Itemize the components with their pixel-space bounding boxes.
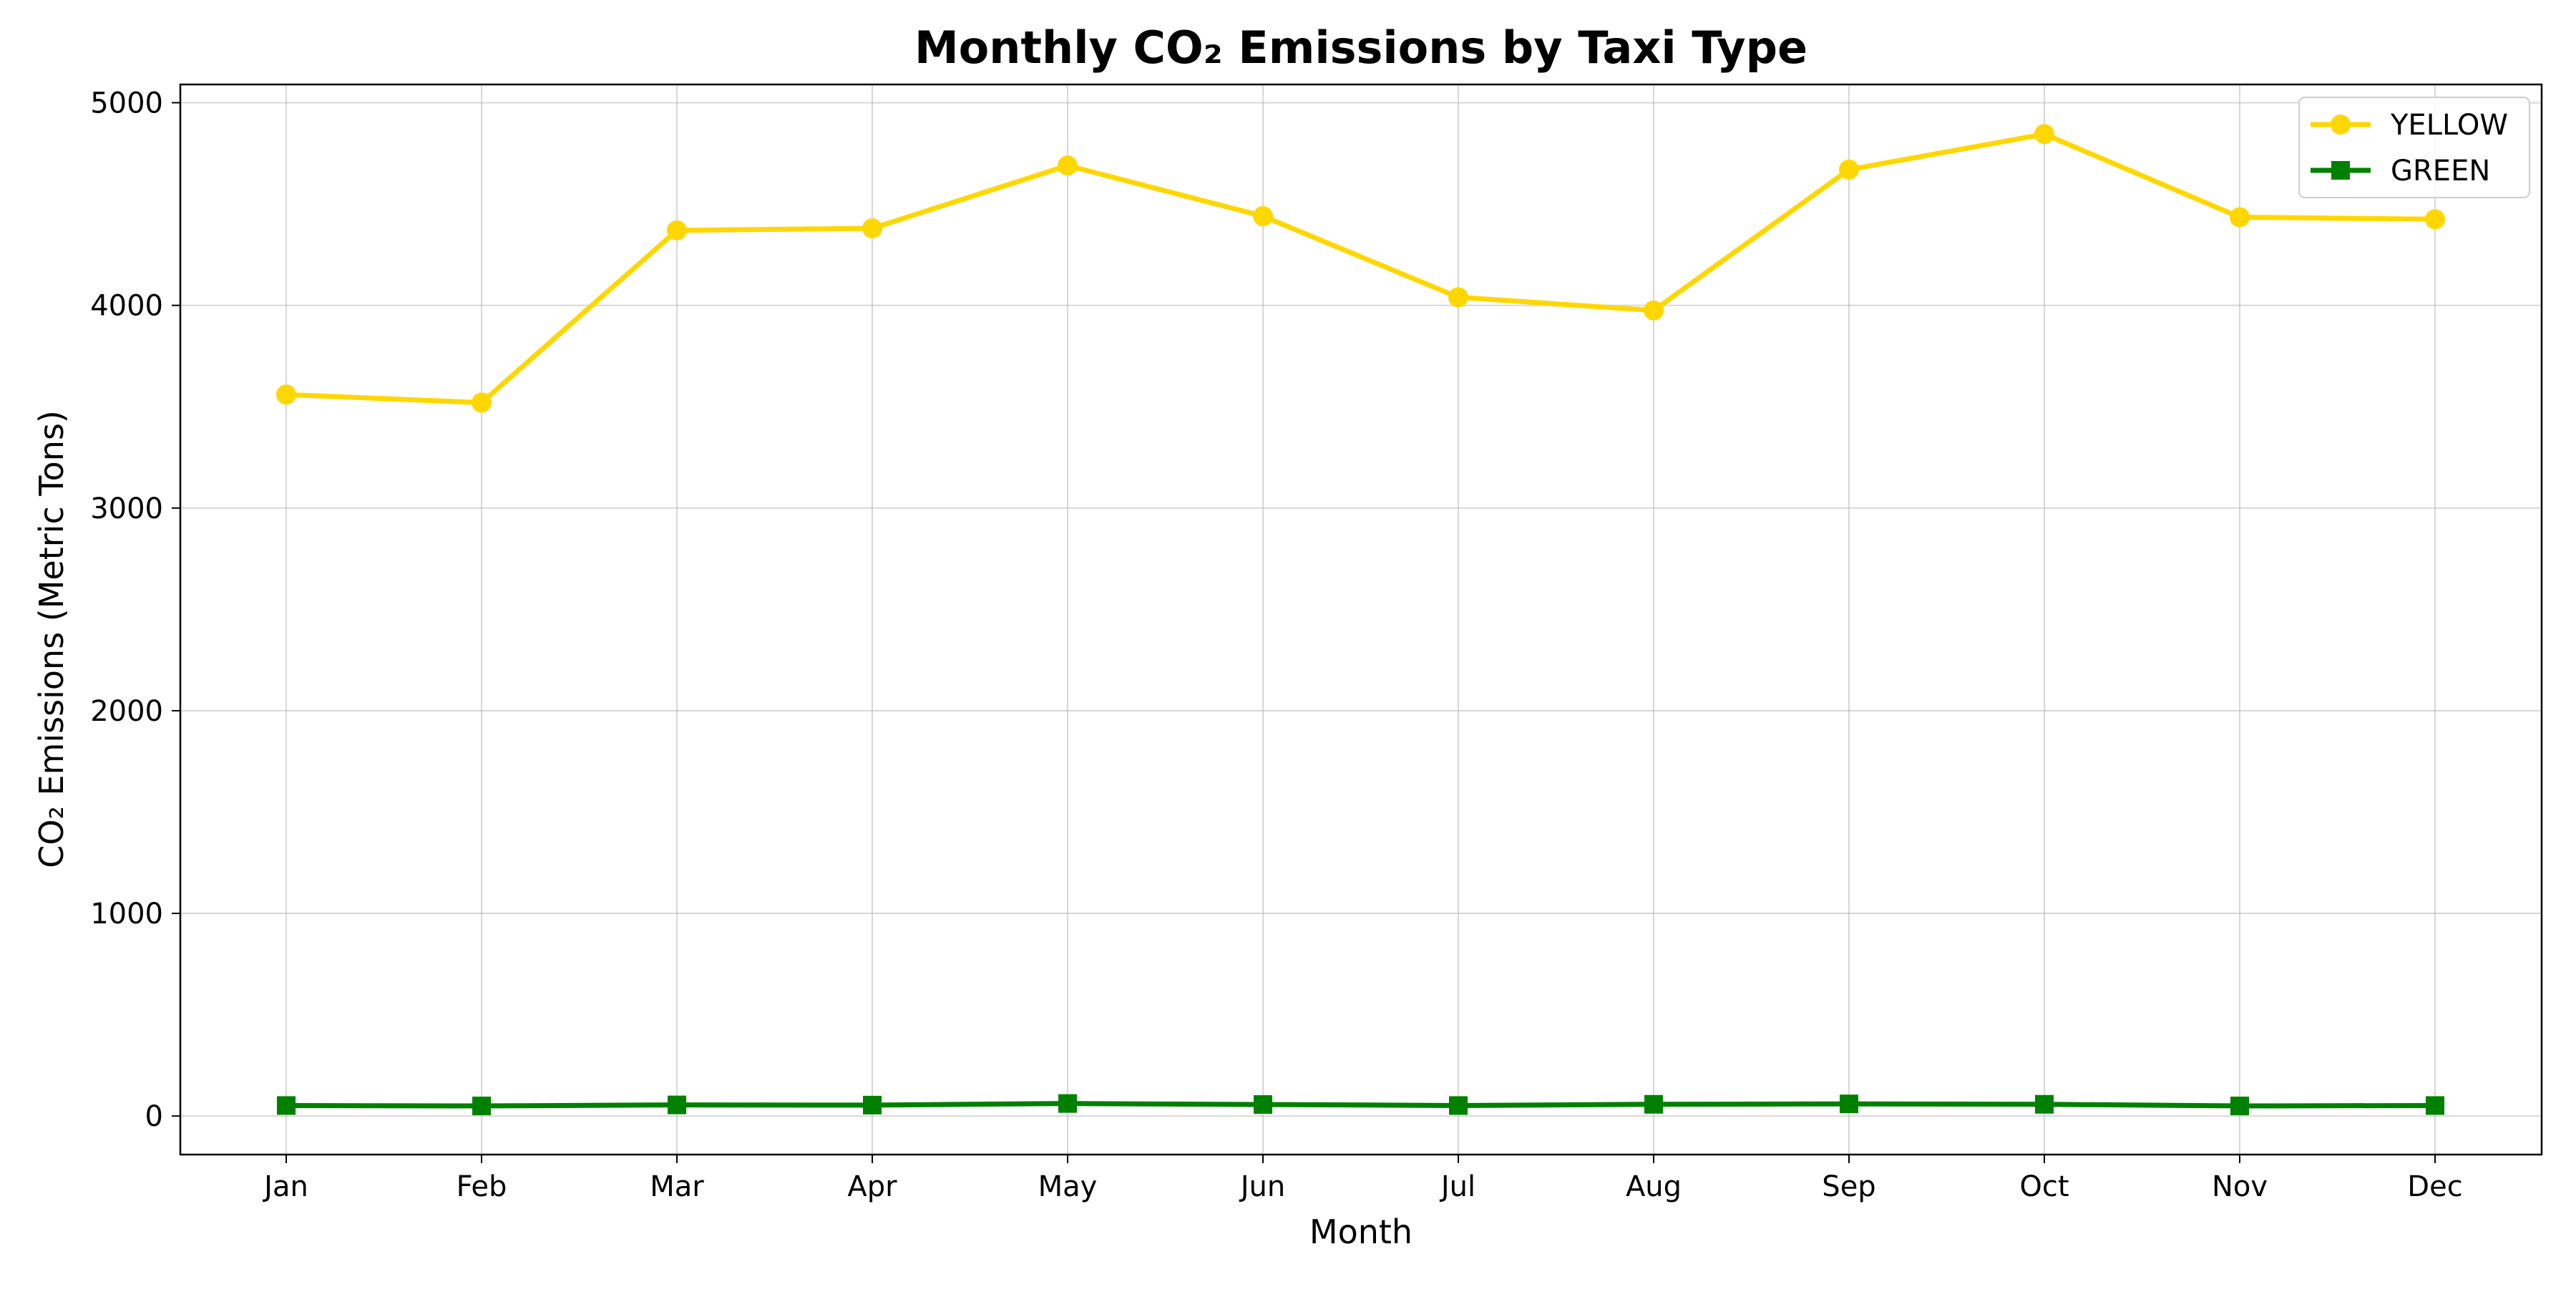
legend-label: GREEN: [2391, 155, 2490, 188]
y-tick-label: 5000: [90, 87, 163, 120]
series-layer: [276, 124, 2445, 1116]
y-tick-label: 3000: [90, 492, 163, 525]
data-point: [1840, 1094, 1858, 1114]
y-tick-label: 2000: [90, 695, 163, 728]
data-point: [1644, 300, 1664, 321]
x-tick-label: Apr: [847, 1170, 897, 1203]
y-tick-label: 0: [145, 1100, 163, 1133]
data-point: [2034, 124, 2054, 145]
x-tick-label: Jun: [1239, 1170, 1286, 1203]
x-tick-label: May: [1038, 1170, 1098, 1203]
legend-label: YELLOW: [2390, 109, 2508, 142]
x-tick-label: Nov: [2212, 1170, 2268, 1203]
legend-item-yellow: YELLOW: [2311, 109, 2508, 142]
x-tick-label: Feb: [457, 1170, 507, 1203]
data-point: [472, 1097, 491, 1116]
y-tick-label: 4000: [90, 290, 163, 323]
data-point: [276, 384, 296, 405]
plot-frame: [179, 83, 2543, 1156]
data-point: [2035, 1094, 2054, 1114]
data-point: [2230, 1097, 2249, 1116]
series-yellow: [276, 124, 2445, 413]
series-green: [277, 1094, 2444, 1116]
data-point: [1253, 206, 1273, 227]
data-point: [2426, 1096, 2444, 1115]
data-point: [667, 220, 687, 241]
data-point: [1644, 1094, 1663, 1114]
legend-marker: [2331, 161, 2350, 180]
axes: Jan Feb Mar Apr May Jun Jul Aug Sep Oct Nov Dec 0 100…: [90, 83, 2543, 1203]
x-tick-label: Jan: [262, 1170, 308, 1203]
data-point: [862, 218, 882, 239]
x-tick-label: Aug: [1626, 1170, 1682, 1203]
data-point: [1448, 287, 1468, 308]
y-tick-label: 1000: [90, 898, 163, 931]
data-point: [1058, 155, 1078, 176]
legend-item-green: GREEN: [2311, 155, 2490, 188]
data-point: [1058, 1094, 1077, 1113]
x-axis-label: Month: [1309, 1213, 1413, 1251]
y-axis-label: CO₂ Emissions (Metric Tons): [32, 410, 71, 868]
data-point: [472, 392, 492, 413]
data-point: [863, 1095, 882, 1114]
series-line: [286, 131, 2436, 406]
data-point: [1839, 159, 1859, 180]
data-point: [668, 1095, 686, 1114]
x-tick-label: Sep: [1822, 1170, 1875, 1203]
x-tick-label: Jul: [1439, 1170, 1475, 1203]
series-line: [286, 1101, 2436, 1109]
x-tick-label: Oct: [2019, 1170, 2069, 1203]
x-tick-label: Mar: [650, 1170, 704, 1203]
data-point: [2425, 209, 2445, 230]
data-point: [2230, 207, 2250, 228]
data-point: [1254, 1095, 1272, 1114]
data-point: [1449, 1096, 1468, 1115]
data-point: [277, 1096, 296, 1115]
grid-lines: [180, 84, 2542, 1155]
chart-title: Monthly CO₂ Emissions by Taxi Type: [914, 21, 1807, 74]
x-tick-label: Dec: [2407, 1170, 2462, 1203]
legend: YELLOW GREEN: [2298, 97, 2530, 198]
legend-marker: [2331, 115, 2351, 135]
